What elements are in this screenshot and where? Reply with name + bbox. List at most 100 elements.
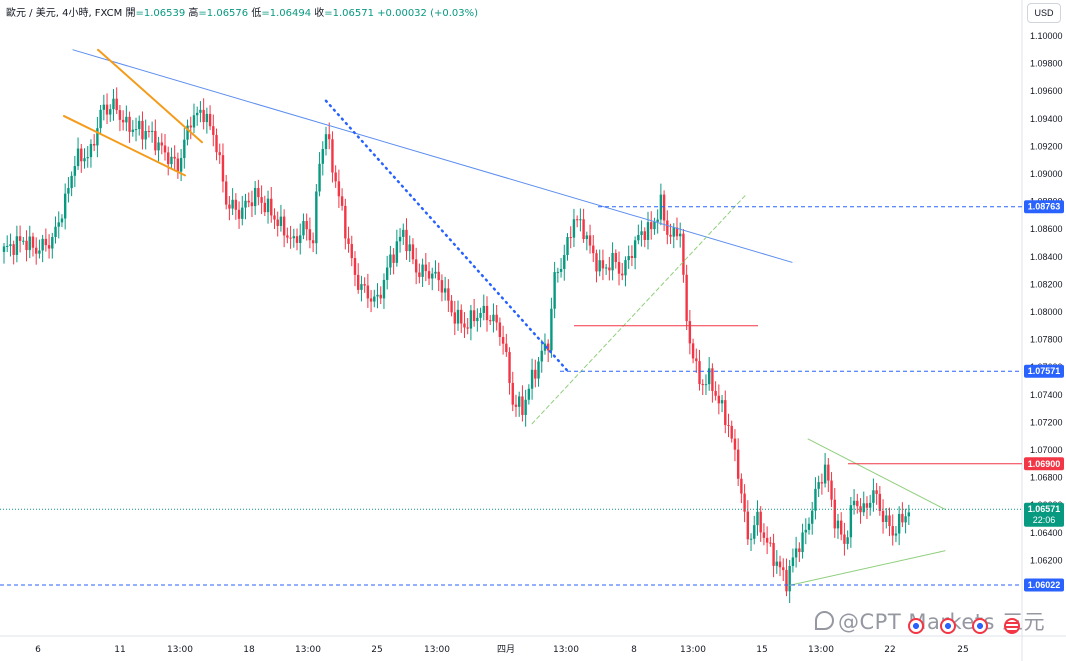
candle [270,186,273,223]
candle [650,211,653,240]
candle [366,273,370,308]
candle-body [469,310,473,329]
candle [28,225,31,259]
candle [212,114,215,147]
y-tick-label: 1.07400 [1030,390,1063,400]
candle-body [595,253,598,272]
x-tick-label: 15 [756,645,767,655]
candle-body [392,254,395,263]
symbol-legend: 歐元 / 美元, 4小時, FXCM 開=1.06539 高=1.06576 低… [6,4,478,19]
candle [138,115,141,136]
candle [811,501,814,535]
candle [369,290,373,313]
candle [595,249,598,283]
candle [360,275,363,302]
candle [292,228,295,248]
x-tick-label: 8 [631,645,637,655]
candle-body [170,156,173,165]
price-label-bg [1024,578,1064,592]
candle [18,225,22,253]
candle [511,371,514,412]
candle-body [856,500,859,507]
candle [57,211,60,239]
candle [521,385,524,422]
candle [704,374,708,395]
candle [321,141,324,176]
candle [688,309,692,355]
candle-body [434,271,437,274]
candle [128,111,131,143]
candle-body [656,219,659,222]
candle [460,304,463,333]
candle-body [695,358,698,362]
candle-body [659,194,663,220]
candle-body [827,464,830,481]
candle-body [814,488,817,511]
candle [302,213,305,240]
candle [402,223,405,245]
candle-body [340,196,344,206]
low-label: 低 [251,8,262,19]
candle [656,209,659,234]
candle [67,177,70,203]
candle-body [527,388,531,400]
eu-flag-icon[interactable] [940,618,956,634]
candle-body [769,542,772,544]
candle-body [724,400,727,426]
candle [501,325,505,355]
candle-body [51,237,54,249]
candle-body [12,244,15,255]
candle [753,515,756,545]
candle [131,120,134,137]
candle-body [498,322,502,338]
candle-body [817,482,820,489]
low-value: =1.06494 [261,8,312,19]
candle [872,478,875,512]
us-flag-icon[interactable] [1004,618,1020,634]
candle-body [501,337,505,344]
candle [392,248,395,275]
candle [44,228,48,252]
candle-body [208,113,212,127]
candle [157,136,160,162]
candle [707,357,711,391]
candle-body [121,119,125,123]
candle-body [894,533,898,536]
candle-body [575,219,579,221]
candle [856,493,859,514]
candle [76,137,80,170]
candle-body [418,272,421,277]
candle-body [592,245,595,254]
candle [621,262,624,281]
candle [408,235,411,263]
currency-button[interactable]: USD [1027,3,1061,23]
candle-body [260,197,263,203]
candle-body [147,130,151,132]
candle-body [382,279,386,299]
candle [414,247,418,285]
eu-flag-icon[interactable] [908,618,924,634]
candle-body [627,256,630,261]
candle-body [617,262,621,274]
candle [257,179,260,206]
candle-body [228,204,231,209]
candle [669,223,672,245]
price-axis-label: 1.06900 [1024,457,1064,471]
candle [730,420,733,443]
candle-body [495,314,498,323]
candle-body [186,125,189,140]
eu-flag-icon[interactable] [972,618,988,634]
candle [630,245,634,267]
candle-body [86,157,89,159]
x-tick-label: 四月 [497,644,515,655]
candle-body [472,310,476,322]
candle-body [489,320,492,322]
price-label-text: 1.06900 [1028,459,1061,469]
candle [192,103,196,134]
candle [724,390,727,434]
high-value: =1.06576 [198,8,249,19]
candle-body [350,243,353,259]
price-axis-label: 1.06022 [1024,578,1064,592]
